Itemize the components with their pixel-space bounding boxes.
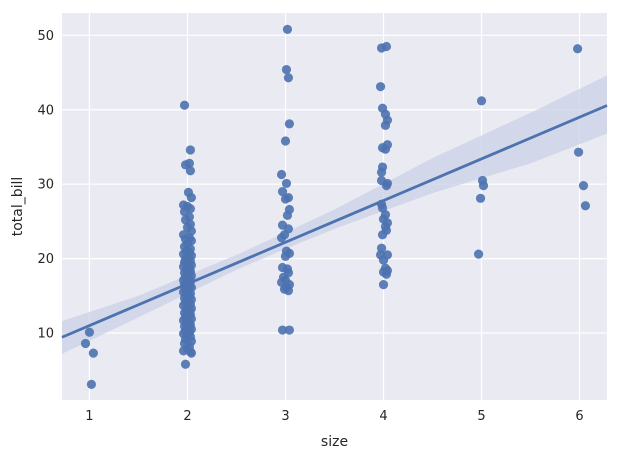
data-point xyxy=(283,73,294,83)
data-point xyxy=(276,233,287,243)
x-tick-label-6: 6 xyxy=(575,409,583,424)
data-point xyxy=(178,346,189,356)
data-point xyxy=(478,181,489,191)
data-point xyxy=(280,194,291,204)
data-point xyxy=(375,82,386,92)
data-point xyxy=(282,210,293,221)
data-point xyxy=(186,192,196,203)
data-point xyxy=(381,181,392,191)
data-point xyxy=(380,144,391,154)
y-tick-label-50: 50 xyxy=(37,29,54,44)
data-point xyxy=(179,100,190,110)
x-axis-ticks: 1 2 3 4 5 6 xyxy=(85,409,583,424)
confidence-band xyxy=(62,75,607,354)
data-point xyxy=(283,285,294,296)
confidence-band-group xyxy=(62,75,607,354)
data-point xyxy=(578,181,589,191)
data-point xyxy=(180,359,191,369)
data-point xyxy=(573,147,584,157)
y-axis-ticks: 10 20 30 40 50 xyxy=(37,29,54,342)
data-point xyxy=(284,325,295,335)
data-point xyxy=(80,338,91,349)
y-tick-label-40: 40 xyxy=(37,103,54,118)
data-point xyxy=(276,169,287,180)
plot-background xyxy=(62,13,607,400)
data-point xyxy=(185,145,196,155)
regression-line-group xyxy=(61,104,608,339)
x-axis-label: size xyxy=(321,434,348,450)
data-point xyxy=(377,230,388,240)
data-point xyxy=(86,379,97,389)
regression-line xyxy=(61,104,608,339)
data-point xyxy=(84,327,95,337)
data-points xyxy=(80,24,591,389)
data-point xyxy=(378,255,389,265)
data-point xyxy=(281,64,292,75)
x-tick-label-4: 4 xyxy=(379,409,387,424)
data-point xyxy=(88,348,98,358)
x-tick-label-1: 1 xyxy=(85,409,93,424)
data-point xyxy=(277,325,288,335)
data-point xyxy=(281,178,292,189)
y-tick-label-20: 20 xyxy=(37,252,54,267)
x-tick-label-3: 3 xyxy=(281,409,289,424)
y-tick-label-30: 30 xyxy=(37,178,54,193)
data-point xyxy=(572,44,583,54)
data-point xyxy=(185,347,196,357)
y-axis-label: total_bill xyxy=(10,177,26,237)
data-point xyxy=(580,201,591,211)
data-point xyxy=(184,158,195,168)
data-point xyxy=(282,24,293,34)
data-point xyxy=(380,120,391,130)
data-point xyxy=(475,193,486,203)
data-point xyxy=(280,136,291,146)
data-point xyxy=(185,166,196,176)
data-point xyxy=(378,280,389,290)
data-point xyxy=(376,167,387,177)
data-point xyxy=(381,41,392,52)
data-point xyxy=(284,119,295,129)
x-tick-label-5: 5 xyxy=(477,409,485,424)
y-tick-label-10: 10 xyxy=(37,327,54,342)
data-point xyxy=(277,187,288,197)
x-tick-label-2: 2 xyxy=(183,409,191,424)
data-point xyxy=(381,269,392,279)
data-point xyxy=(476,96,487,106)
data-point xyxy=(280,251,291,261)
data-point xyxy=(473,249,484,259)
